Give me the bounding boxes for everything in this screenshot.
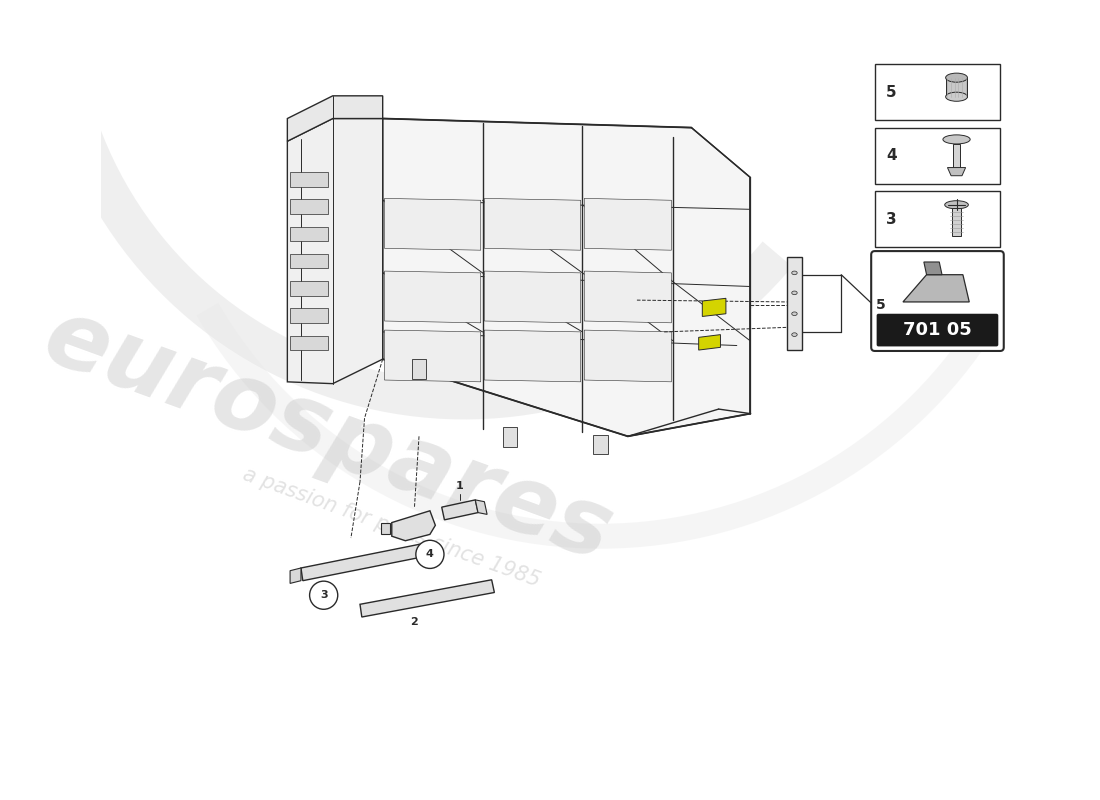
- Polygon shape: [786, 257, 802, 350]
- Text: 3: 3: [320, 590, 328, 600]
- Text: 4: 4: [426, 550, 433, 559]
- Polygon shape: [411, 359, 427, 379]
- Polygon shape: [290, 226, 328, 241]
- Polygon shape: [475, 500, 487, 514]
- Text: 5: 5: [876, 298, 886, 312]
- Polygon shape: [484, 198, 581, 250]
- Polygon shape: [301, 543, 427, 581]
- Text: 3: 3: [886, 212, 896, 227]
- Polygon shape: [584, 271, 671, 323]
- Polygon shape: [593, 434, 608, 454]
- Polygon shape: [287, 118, 383, 384]
- Polygon shape: [924, 262, 942, 274]
- Polygon shape: [385, 198, 481, 250]
- FancyBboxPatch shape: [877, 314, 999, 346]
- Polygon shape: [484, 330, 581, 382]
- Ellipse shape: [946, 92, 967, 102]
- Polygon shape: [290, 281, 328, 295]
- Polygon shape: [385, 271, 481, 323]
- Ellipse shape: [792, 271, 798, 274]
- Polygon shape: [360, 580, 494, 617]
- Polygon shape: [290, 254, 328, 268]
- Polygon shape: [290, 199, 328, 214]
- Polygon shape: [503, 427, 517, 447]
- Polygon shape: [290, 568, 301, 583]
- Polygon shape: [947, 167, 966, 176]
- Polygon shape: [903, 274, 969, 302]
- Polygon shape: [381, 522, 390, 534]
- Ellipse shape: [943, 135, 970, 144]
- Polygon shape: [290, 335, 328, 350]
- Polygon shape: [584, 198, 671, 250]
- Text: a passion for parts since 1985: a passion for parts since 1985: [240, 464, 543, 590]
- FancyBboxPatch shape: [874, 128, 1000, 184]
- Polygon shape: [698, 334, 720, 350]
- Polygon shape: [953, 144, 960, 170]
- Circle shape: [309, 581, 338, 610]
- Text: 5: 5: [886, 85, 896, 100]
- Polygon shape: [392, 510, 436, 541]
- Text: eurospares: eurospares: [32, 291, 625, 582]
- Polygon shape: [290, 308, 328, 323]
- Polygon shape: [287, 96, 383, 142]
- Polygon shape: [584, 330, 671, 382]
- Polygon shape: [484, 271, 581, 323]
- Ellipse shape: [946, 73, 967, 82]
- Polygon shape: [290, 172, 328, 186]
- Text: 4: 4: [886, 148, 896, 163]
- Circle shape: [416, 540, 444, 569]
- Text: 2: 2: [410, 618, 418, 627]
- Ellipse shape: [792, 333, 798, 337]
- Polygon shape: [385, 330, 481, 382]
- FancyBboxPatch shape: [874, 64, 1000, 120]
- FancyBboxPatch shape: [874, 191, 1000, 247]
- Polygon shape: [702, 298, 726, 317]
- FancyBboxPatch shape: [871, 251, 1004, 351]
- Text: 701 05: 701 05: [903, 321, 971, 339]
- Polygon shape: [953, 209, 960, 236]
- Polygon shape: [946, 78, 967, 97]
- Ellipse shape: [945, 201, 968, 209]
- Text: 1: 1: [456, 481, 464, 490]
- Polygon shape: [442, 500, 478, 520]
- Ellipse shape: [792, 312, 798, 315]
- Ellipse shape: [792, 291, 798, 294]
- Polygon shape: [383, 118, 750, 436]
